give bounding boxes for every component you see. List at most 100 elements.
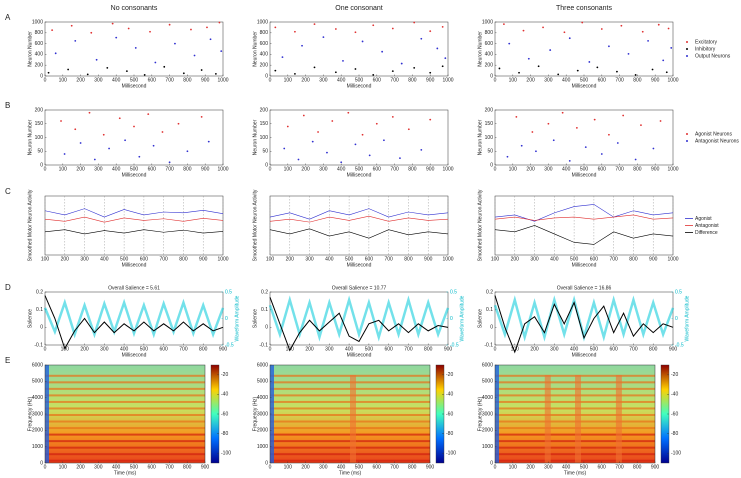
x-tick-label: 800 — [404, 256, 413, 262]
spike — [634, 158, 637, 161]
y-tick-label: 0 — [40, 325, 43, 331]
series-line — [44, 208, 224, 218]
x-tick-label: 800 — [633, 464, 642, 470]
y-tick-label: 5000 — [257, 379, 268, 385]
spike — [670, 47, 673, 49]
x-tick-label: 800 — [633, 77, 642, 83]
spike — [616, 70, 618, 73]
y-tick-label: 400 — [485, 52, 494, 58]
spike — [581, 21, 584, 24]
x-tick-label: 100 — [509, 464, 518, 470]
spike — [190, 28, 192, 31]
plot-frame — [44, 21, 224, 77]
spike — [163, 65, 166, 68]
spike — [563, 31, 566, 34]
x-tick-label: 600 — [598, 77, 607, 83]
x-tick-label: 300 — [100, 346, 109, 352]
x-tick-label: 100 — [491, 256, 500, 262]
y-tick-label: 200 — [260, 107, 269, 113]
y-axis-label: Frequency (Hz) — [477, 396, 483, 431]
spike — [372, 74, 375, 76]
x-tick-label: 300 — [319, 77, 328, 83]
spike — [652, 147, 655, 150]
x-tick-label: 700 — [165, 464, 174, 470]
spike — [124, 139, 126, 142]
spike — [200, 115, 203, 118]
series-line — [269, 297, 449, 352]
harmonic-band — [45, 387, 205, 390]
x-tick-label: 800 — [408, 77, 417, 83]
y-tick-label: 800 — [260, 30, 269, 36]
y2-tick-label: -0.5 — [675, 342, 684, 348]
y-tick-label: 0 — [265, 162, 268, 168]
series-line — [494, 295, 674, 354]
x-tick-label: 200 — [530, 346, 539, 352]
spike — [67, 68, 70, 71]
x-tick-label: 300 — [325, 346, 334, 352]
colorbar-tick-label: -20 — [671, 372, 678, 378]
x-tick-label: 800 — [649, 346, 658, 352]
series-line — [494, 225, 674, 245]
x-tick-label: 200 — [76, 77, 85, 83]
x-tick-label: 100 — [284, 77, 293, 83]
spike — [627, 52, 630, 55]
x-tick-label: 600 — [148, 77, 157, 83]
y-tick-label: 1000 — [32, 19, 43, 25]
spike — [111, 22, 114, 25]
spike — [354, 143, 357, 146]
colorbar-tick-label: -80 — [671, 431, 678, 437]
y-tick-label: 0 — [265, 325, 268, 331]
x-tick-label: 700 — [615, 77, 624, 83]
legend-label: Antagonist — [695, 223, 719, 229]
y2-tick-label: 0.5 — [675, 289, 682, 295]
spike — [138, 155, 141, 158]
burst — [615, 375, 622, 463]
y-tick-label: 1000 — [32, 444, 43, 450]
spike — [531, 131, 534, 133]
x-tick-label: 900 — [426, 464, 435, 470]
x-tick-label: 1000 — [217, 166, 228, 172]
y-tick-label: 6000 — [32, 362, 43, 368]
harmonic-band — [45, 459, 205, 462]
spike — [537, 65, 540, 68]
y-tick-label: 100 — [485, 135, 494, 141]
y2-tick-label: 0.5 — [450, 289, 457, 295]
x-tick-label: 500 — [130, 166, 139, 172]
spike — [616, 142, 619, 144]
x-tick-label: 100 — [59, 464, 68, 470]
spike — [647, 40, 649, 42]
spike — [429, 30, 432, 33]
x-axis-label: Millisecond — [122, 352, 147, 358]
y-tick-label: 800 — [485, 30, 494, 36]
y-axis-label: Salience — [477, 309, 483, 328]
x-tick-label: 800 — [633, 166, 642, 172]
y-tick-label: 400 — [35, 52, 44, 58]
y-tick-label: 150 — [35, 121, 44, 127]
spike — [93, 158, 96, 161]
x-axis-label: Millisecond — [347, 83, 372, 89]
x-tick-label: 500 — [580, 166, 589, 172]
spike — [542, 26, 544, 29]
x-tick-label: 900 — [201, 464, 210, 470]
y-tick-label: 0 — [265, 460, 268, 466]
spike — [584, 146, 587, 149]
spike — [313, 66, 316, 69]
panel-label: E — [5, 356, 10, 365]
x-tick-label: 0 — [494, 166, 497, 172]
spike — [125, 70, 128, 73]
x-tick-label: 300 — [544, 464, 553, 470]
x-tick-label: 400 — [325, 256, 334, 262]
x-tick-label: 800 — [629, 256, 638, 262]
spike — [520, 144, 523, 147]
plot-frame — [269, 195, 449, 256]
spike — [134, 47, 137, 49]
legend-swatch — [686, 55, 688, 57]
y2-tick-label: 0 — [450, 316, 453, 322]
x-tick-label: 100 — [509, 77, 518, 83]
x-tick-label: 600 — [365, 256, 374, 262]
spike — [297, 158, 300, 161]
y-axis-label: Neuron Number — [477, 31, 483, 67]
x-tick-label: 1000 — [217, 77, 228, 83]
spike — [375, 122, 378, 125]
spike — [206, 26, 208, 29]
